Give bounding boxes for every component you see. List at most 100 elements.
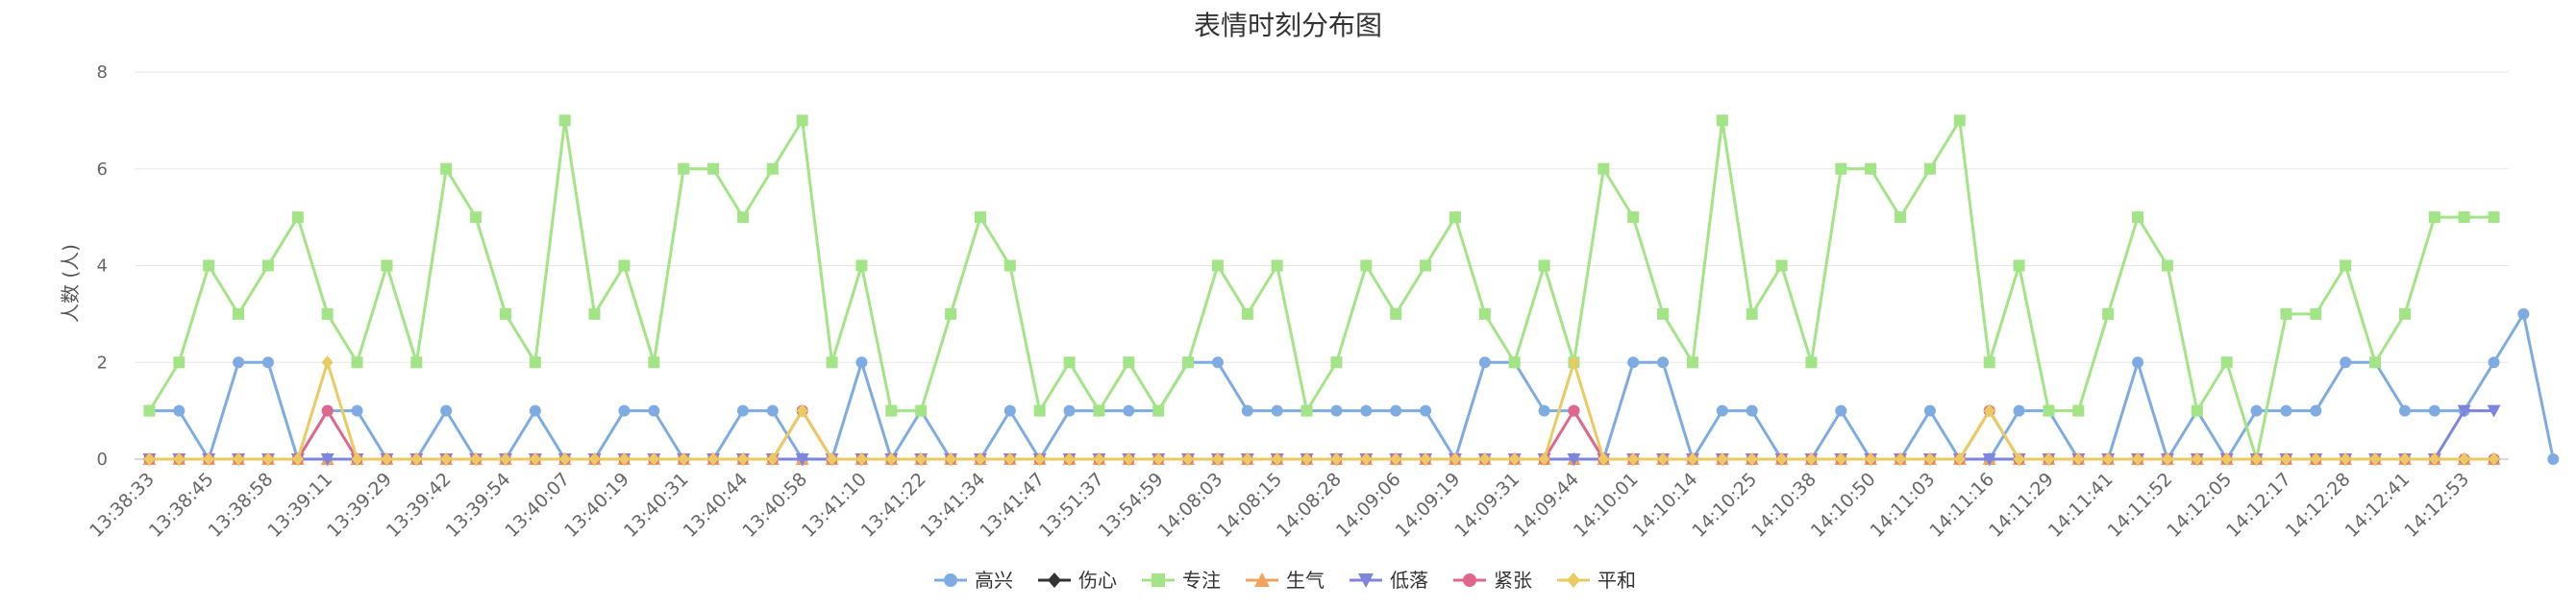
x-tick-label: 13:54:59 [1095, 469, 1168, 542]
y-tick-label: 2 [97, 353, 108, 373]
data-point [1241, 307, 1253, 320]
data-point [321, 307, 334, 320]
x-tick-label: 13:40:58 [738, 469, 811, 542]
x-tick-label: 14:11:29 [1985, 469, 2058, 542]
data-point [410, 356, 423, 369]
data-point [1123, 452, 1135, 466]
data-point [1598, 162, 1610, 175]
x-tick-label: 14:09:44 [1510, 469, 1583, 542]
data-point [648, 356, 660, 369]
data-point [1568, 355, 1580, 370]
legend-label: 专注 [1182, 569, 1221, 592]
data-point [499, 307, 511, 320]
data-point [945, 307, 957, 320]
legend-label: 平和 [1598, 569, 1636, 592]
data-point [915, 452, 928, 466]
data-point [529, 356, 541, 369]
data-point [1686, 356, 1698, 369]
data-point [1003, 452, 1016, 466]
data-point [855, 452, 868, 466]
data-point [558, 114, 571, 127]
data-point [2458, 452, 2470, 466]
x-tick-label: 14:08:03 [1154, 469, 1227, 542]
legend-item-专注[interactable]: 专注 [1142, 569, 1221, 592]
data-point [1211, 452, 1224, 466]
data-point [1953, 452, 1966, 466]
data-point [1033, 404, 1046, 417]
data-point [1330, 452, 1343, 466]
data-point [1063, 356, 1076, 369]
x-tick-label: 13:38:45 [145, 469, 218, 542]
legend-marker [1048, 572, 1061, 588]
data-point [1093, 404, 1105, 417]
data-point [1271, 452, 1283, 466]
data-point [736, 452, 749, 466]
data-point [1567, 453, 1581, 466]
data-point [2458, 211, 2470, 224]
data-point [1211, 356, 1224, 369]
data-point [2250, 404, 2263, 417]
data-point [2013, 452, 2025, 466]
x-tick-label: 14:12:41 [2341, 469, 2415, 542]
legend-item-生气[interactable]: 生气 [1246, 569, 1325, 592]
data-point [588, 452, 601, 466]
data-point [885, 404, 898, 417]
legend[interactable]: 高兴 伤心 专注 生气 低落 紧张 平和 [934, 569, 1636, 592]
legend-item-高兴[interactable]: 高兴 [934, 569, 1013, 592]
x-tick-label: 13:41:34 [917, 469, 990, 542]
data-point [1063, 404, 1076, 417]
data-point [1152, 452, 1165, 466]
data-point [1420, 259, 1432, 272]
data-point [1033, 452, 1046, 466]
data-point [261, 259, 274, 272]
x-tick-label: 14:08:15 [1213, 469, 1286, 542]
data-point [2132, 452, 2144, 466]
data-point [1835, 162, 1847, 175]
data-point [2488, 211, 2500, 224]
data-point [2280, 452, 2292, 466]
data-point [1123, 356, 1135, 369]
data-point [618, 259, 631, 272]
data-point [2517, 307, 2530, 320]
series-紧张 [143, 404, 2500, 465]
data-point [1330, 404, 1343, 417]
data-point [2250, 452, 2263, 466]
data-point [678, 452, 690, 466]
data-point [1449, 211, 1461, 224]
x-tick-label: 14:12:28 [2282, 469, 2355, 542]
data-point [707, 452, 720, 466]
data-point [291, 452, 304, 466]
x-tick-label: 13:40:19 [560, 469, 633, 542]
data-point [1568, 404, 1580, 417]
data-point [1449, 452, 1461, 466]
legend-item-低落[interactable]: 低落 [1350, 569, 1428, 592]
y-tick-label: 4 [97, 256, 108, 277]
data-point [2013, 404, 2025, 417]
legend-item-伤心[interactable]: 伤心 [1038, 569, 1117, 592]
data-point [1746, 404, 1758, 417]
data-point [1865, 452, 1877, 466]
data-point [1271, 404, 1283, 417]
data-point [1627, 356, 1640, 369]
legend-marker [1358, 573, 1374, 588]
x-tick-label: 13:40:31 [620, 469, 693, 542]
data-point [2428, 452, 2440, 466]
data-point [261, 452, 274, 466]
data-point [381, 259, 393, 272]
legend-item-平和[interactable]: 平和 [1557, 569, 1636, 592]
data-point [2161, 259, 2173, 272]
legend-item-紧张[interactable]: 紧张 [1453, 569, 1532, 592]
data-point [1063, 452, 1076, 466]
data-point [2280, 307, 2292, 320]
legend-marker [1254, 572, 1270, 587]
x-tick-label: 14:12:05 [2163, 469, 2236, 542]
data-point [1716, 114, 1728, 127]
data-point [1865, 162, 1877, 175]
data-point [974, 211, 986, 224]
x-tick-label: 14:09:06 [1332, 469, 1405, 542]
data-point [291, 211, 304, 224]
data-point [2398, 307, 2411, 320]
data-point [2398, 404, 2411, 417]
